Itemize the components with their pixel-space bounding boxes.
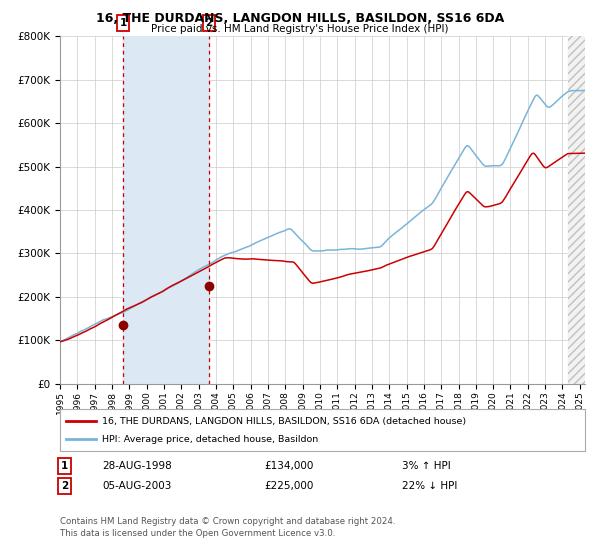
Bar xyxy=(568,36,585,384)
Text: 1: 1 xyxy=(119,18,127,28)
Text: Contains HM Land Registry data © Crown copyright and database right 2024.: Contains HM Land Registry data © Crown c… xyxy=(60,517,395,526)
Text: Price paid vs. HM Land Registry's House Price Index (HPI): Price paid vs. HM Land Registry's House … xyxy=(151,24,449,34)
Text: 1: 1 xyxy=(61,461,68,471)
Text: 16, THE DURDANS, LANGDON HILLS, BASILDON, SS16 6DA (detached house): 16, THE DURDANS, LANGDON HILLS, BASILDON… xyxy=(102,417,466,426)
Text: 2: 2 xyxy=(61,481,68,491)
Text: £134,000: £134,000 xyxy=(264,461,313,471)
Text: 05-AUG-2003: 05-AUG-2003 xyxy=(102,481,172,491)
Bar xyxy=(123,36,209,384)
Text: 28-AUG-1998: 28-AUG-1998 xyxy=(102,461,172,471)
Text: 16, THE DURDANS, LANGDON HILLS, BASILDON, SS16 6DA: 16, THE DURDANS, LANGDON HILLS, BASILDON… xyxy=(96,12,504,25)
Text: This data is licensed under the Open Government Licence v3.0.: This data is licensed under the Open Gov… xyxy=(60,529,335,538)
Text: 3% ↑ HPI: 3% ↑ HPI xyxy=(402,461,451,471)
Text: 2: 2 xyxy=(205,18,212,28)
Bar xyxy=(568,36,585,384)
Text: £225,000: £225,000 xyxy=(264,481,313,491)
Text: 22% ↓ HPI: 22% ↓ HPI xyxy=(402,481,457,491)
Text: HPI: Average price, detached house, Basildon: HPI: Average price, detached house, Basi… xyxy=(102,435,318,444)
